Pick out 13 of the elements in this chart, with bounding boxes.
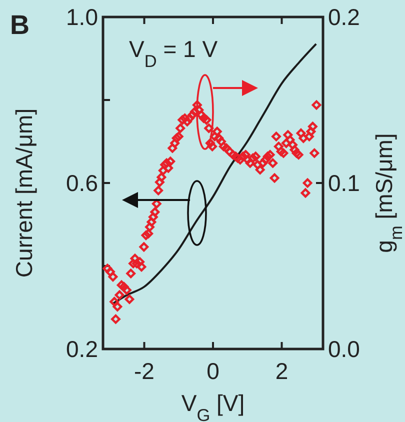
chart-title: B bbox=[10, 10, 30, 40]
annotation: V$_{D}$ = 1 V bbox=[129, 36, 218, 71]
y2-tick-label: 0.0 bbox=[328, 336, 360, 362]
y-axis-title: Current [mA/μm] bbox=[11, 108, 37, 278]
y2-tick-label: 0.1 bbox=[328, 170, 360, 196]
x-axis-title: V$_{G}$ [V] bbox=[181, 390, 245, 422]
y-tick-label: 0.6 bbox=[66, 170, 98, 196]
x-tick-label: -2 bbox=[134, 358, 154, 384]
x-tick-label: 0 bbox=[206, 358, 220, 384]
y-tick-label: 1.0 bbox=[66, 4, 98, 30]
y-tick-label: 0.2 bbox=[66, 336, 98, 362]
x-tick-label: 2 bbox=[275, 358, 288, 384]
y2-tick-label: 0.2 bbox=[328, 4, 360, 30]
